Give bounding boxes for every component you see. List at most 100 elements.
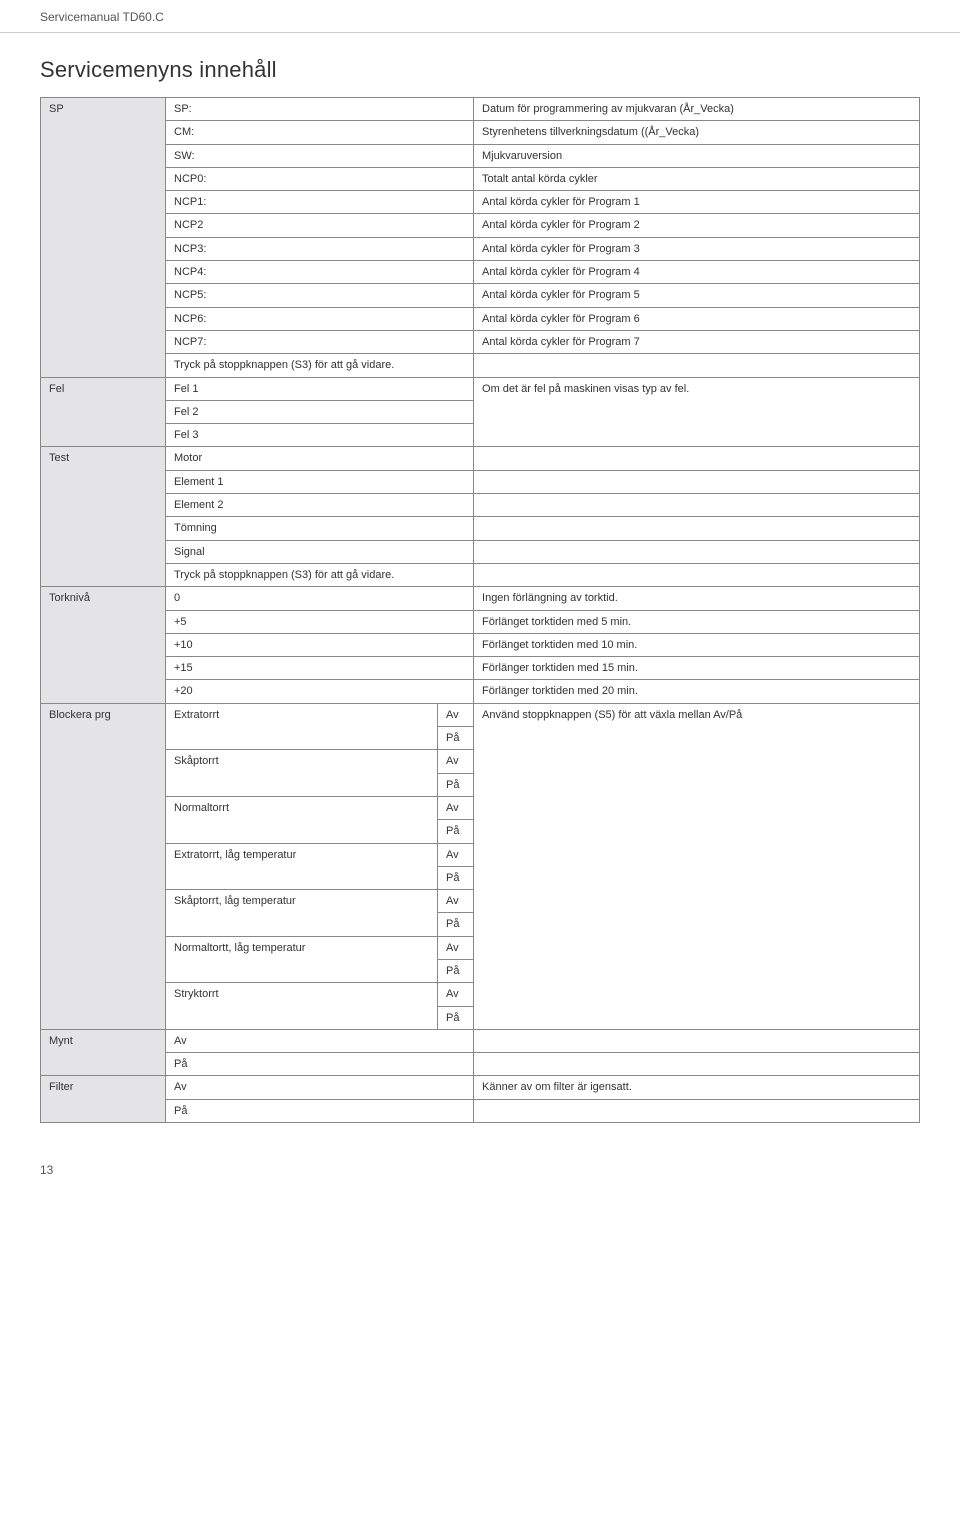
fel-item: Fel 2 [166, 400, 474, 423]
filter-desc: Känner av om filter är igensatt. [474, 1076, 920, 1099]
fel-desc: Om det är fel på maskinen visas typ av f… [474, 377, 920, 447]
table-row: Tryck på stoppknappen (S3) för att gå vi… [41, 354, 920, 377]
table-row: Blockera prgExtratorrtAvAnvänd stoppknap… [41, 703, 920, 726]
service-table: SPSP:Datum för programmering av mjukvara… [40, 97, 920, 1123]
test-val [474, 517, 920, 540]
pa-cell: På [438, 959, 474, 982]
mynt-av: Av [166, 1029, 474, 1052]
tork-val: Förlänger torktiden med 15 min. [474, 657, 920, 680]
test-item: Signal [166, 540, 474, 563]
group-test: Test [41, 447, 166, 587]
sp-val: Mjukvaruversion [474, 144, 920, 167]
sp-key: NCP3: [166, 237, 474, 260]
blockera-prog: Skåptorrt, låg temperatur [166, 890, 438, 937]
blockera-prog: Extratorrt [166, 703, 438, 750]
sp-val: Antal körda cykler för Program 2 [474, 214, 920, 237]
table-row: TestMotor [41, 447, 920, 470]
table-row: FelFel 1Om det är fel på maskinen visas … [41, 377, 920, 400]
blockera-prog: Extratorrt, låg temperatur [166, 843, 438, 890]
pa-cell: På [438, 913, 474, 936]
table-row: NCP4:Antal körda cykler för Program 4 [41, 261, 920, 284]
sp-key: Tryck på stoppknappen (S3) för att gå vi… [166, 354, 474, 377]
filter-val [474, 1099, 920, 1122]
tork-key: +15 [166, 657, 474, 680]
table-row: Torknivå0Ingen förlängning av torktid. [41, 587, 920, 610]
group-mynt: Mynt [41, 1029, 166, 1076]
mynt-val [474, 1029, 920, 1052]
test-item: Tömning [166, 517, 474, 540]
tork-key: +10 [166, 633, 474, 656]
test-item: Element 1 [166, 470, 474, 493]
table-row: På [41, 1053, 920, 1076]
av-cell: Av [438, 796, 474, 819]
table-row: +15Förlänger torktiden med 15 min. [41, 657, 920, 680]
pa-cell: På [438, 773, 474, 796]
filter-av: Av [166, 1076, 474, 1099]
mynt-pa: På [166, 1053, 474, 1076]
sp-key: CM: [166, 121, 474, 144]
sp-key: NCP5: [166, 284, 474, 307]
section-title: Servicemenyns innehåll [40, 57, 920, 83]
sp-key: NCP0: [166, 167, 474, 190]
sp-key: NCP4: [166, 261, 474, 284]
table-row: NCP6:Antal körda cykler för Program 6 [41, 307, 920, 330]
table-row: NCP0:Totalt antal körda cykler [41, 167, 920, 190]
sp-val: Antal körda cykler för Program 1 [474, 191, 920, 214]
sp-val: Styrenhetens tillverkningsdatum ((År_Vec… [474, 121, 920, 144]
table-row: NCP5:Antal körda cykler för Program 5 [41, 284, 920, 307]
table-row: Element 1 [41, 470, 920, 493]
tork-key: +20 [166, 680, 474, 703]
table-row: NCP3:Antal körda cykler för Program 3 [41, 237, 920, 260]
sp-val: Antal körda cykler för Program 5 [474, 284, 920, 307]
page-number: 13 [0, 1123, 960, 1197]
sp-key: NCP1: [166, 191, 474, 214]
table-row: +5Förlänget torktiden med 5 min. [41, 610, 920, 633]
table-row: Signal [41, 540, 920, 563]
av-cell: Av [438, 983, 474, 1006]
tork-key: +5 [166, 610, 474, 633]
sp-key: NCP6: [166, 307, 474, 330]
fel-item: Fel 3 [166, 424, 474, 447]
av-cell: Av [438, 890, 474, 913]
test-val [474, 563, 920, 586]
group-filter: Filter [41, 1076, 166, 1123]
tork-key: 0 [166, 587, 474, 610]
table-row: +10Förlänget torktiden med 10 min. [41, 633, 920, 656]
doc-title: Servicemanual TD60.C [40, 10, 164, 24]
pa-cell: På [438, 820, 474, 843]
table-row: SPSP:Datum för programmering av mjukvara… [41, 98, 920, 121]
group-sp: SP [41, 98, 166, 378]
test-item: Motor [166, 447, 474, 470]
fel-item: Fel 1 [166, 377, 474, 400]
sp-val: Antal körda cykler för Program 7 [474, 330, 920, 353]
sp-val [474, 354, 920, 377]
sp-val: Datum för programmering av mjukvaran (År… [474, 98, 920, 121]
test-val [474, 447, 920, 470]
sp-val: Antal körda cykler för Program 3 [474, 237, 920, 260]
sp-val: Antal körda cykler för Program 4 [474, 261, 920, 284]
table-row: NCP2Antal körda cykler för Program 2 [41, 214, 920, 237]
sp-val: Antal körda cykler för Program 6 [474, 307, 920, 330]
table-row: NCP7:Antal körda cykler för Program 7 [41, 330, 920, 353]
table-row: SW:Mjukvaruversion [41, 144, 920, 167]
mynt-val [474, 1053, 920, 1076]
filter-pa: På [166, 1099, 474, 1122]
group-torkniva: Torknivå [41, 587, 166, 703]
sp-key: SP: [166, 98, 474, 121]
blockera-desc: Använd stoppknappen (S5) för att växla m… [474, 703, 920, 1029]
test-item: Tryck på stoppknappen (S3) för att gå vi… [166, 563, 474, 586]
av-cell: Av [438, 843, 474, 866]
pa-cell: På [438, 1006, 474, 1029]
table-row: Tömning [41, 517, 920, 540]
blockera-prog: Normaltorrt [166, 796, 438, 843]
av-cell: Av [438, 936, 474, 959]
table-row: På [41, 1099, 920, 1122]
test-val [474, 494, 920, 517]
table-row: NCP1:Antal körda cykler för Program 1 [41, 191, 920, 214]
tork-val: Ingen förlängning av torktid. [474, 587, 920, 610]
sp-key: SW: [166, 144, 474, 167]
test-val [474, 540, 920, 563]
blockera-prog: Skåptorrt [166, 750, 438, 797]
table-row: FilterAvKänner av om filter är igensatt. [41, 1076, 920, 1099]
page-content: Servicemenyns innehåll SPSP:Datum för pr… [0, 33, 960, 1123]
